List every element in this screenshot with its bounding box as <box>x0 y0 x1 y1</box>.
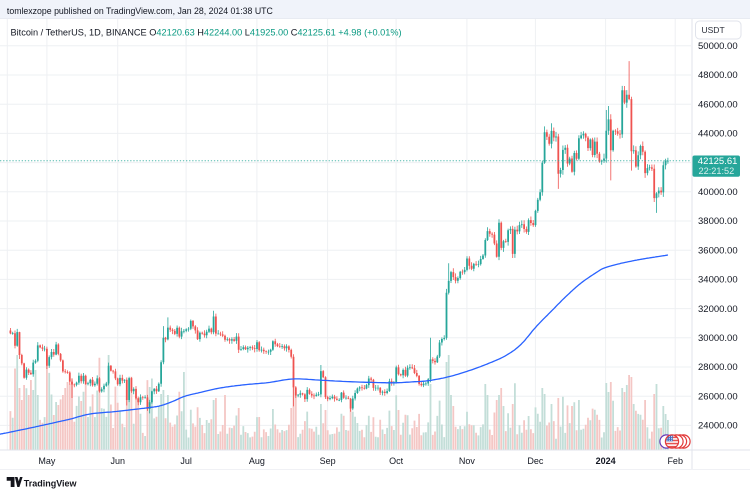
svg-text:46000.00: 46000.00 <box>698 99 738 110</box>
svg-text:34000.00: 34000.00 <box>698 275 738 286</box>
svg-text:TradingView: TradingView <box>24 478 78 488</box>
svg-text:Oct: Oct <box>389 456 404 466</box>
svg-text:44000.00: 44000.00 <box>698 129 738 140</box>
svg-text:Dec: Dec <box>527 456 544 466</box>
svg-text:USDT: USDT <box>702 25 725 35</box>
svg-text:50000.00: 50000.00 <box>698 41 738 52</box>
svg-text:2024: 2024 <box>596 456 616 466</box>
svg-text:Sep: Sep <box>320 456 336 466</box>
svg-text:Aug: Aug <box>249 456 265 466</box>
svg-text:36000.00: 36000.00 <box>698 245 738 256</box>
svg-text:tomlexzope published on Tradin: tomlexzope published on TradingView.com,… <box>7 6 273 16</box>
svg-text:28000.00: 28000.00 <box>698 362 738 373</box>
svg-text:Nov: Nov <box>459 456 476 466</box>
svg-text:Feb: Feb <box>667 456 683 466</box>
svg-text:32000.00: 32000.00 <box>698 304 738 315</box>
svg-text:Jul: Jul <box>180 456 192 466</box>
svg-text:42125.61: 42125.61 <box>698 156 738 167</box>
svg-text:38000.00: 38000.00 <box>698 216 738 227</box>
svg-text:May: May <box>38 456 56 466</box>
svg-text:Jun: Jun <box>110 456 125 466</box>
svg-text:48000.00: 48000.00 <box>698 70 738 81</box>
svg-text:30000.00: 30000.00 <box>698 333 738 344</box>
svg-text:22:21:52: 22:21:52 <box>699 166 735 176</box>
svg-text:24000.00: 24000.00 <box>698 421 738 432</box>
svg-text:26000.00: 26000.00 <box>698 391 738 402</box>
svg-text:Bitcoin / TetherUS, 1D, BINANC: Bitcoin / TetherUS, 1D, BINANCE O42120.6… <box>11 28 402 38</box>
svg-text:40000.00: 40000.00 <box>698 187 738 198</box>
